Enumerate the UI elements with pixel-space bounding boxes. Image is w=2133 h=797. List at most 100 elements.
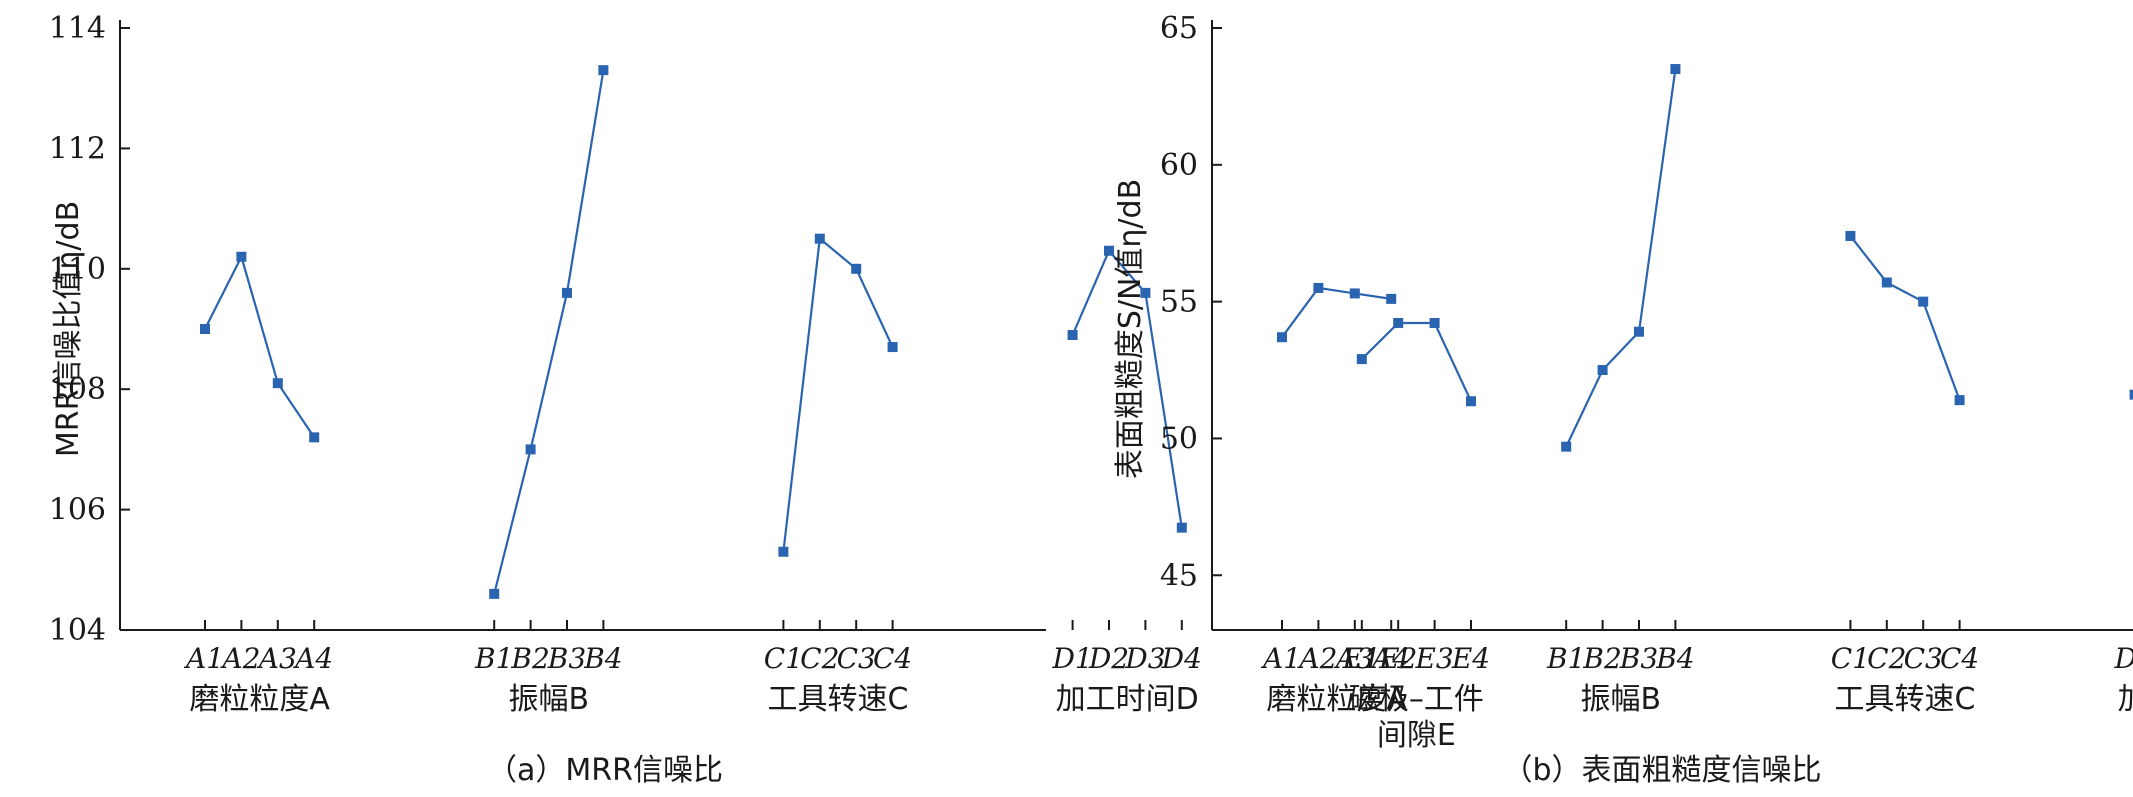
- x-tick-label: E4: [1451, 642, 1490, 675]
- x-tick-label: A4: [1369, 642, 1410, 675]
- series-line: [1281, 286, 1392, 338]
- x-tick-label: E3: [1414, 642, 1453, 675]
- chart-panel-a: 104106108110112114MRR信噪比值η/dBA1A2A3A4磨粒粒…: [49, 11, 1490, 788]
- data-point: [1670, 64, 1681, 75]
- data-point: [1349, 288, 1360, 299]
- series-line: [1565, 68, 1677, 448]
- data-point: [1561, 441, 1572, 452]
- data-point: [272, 378, 283, 389]
- data-point: [1845, 230, 1856, 241]
- data-point: [598, 65, 609, 76]
- x-tick-label: B1: [474, 642, 513, 675]
- y-tick-label: 50: [1160, 421, 1198, 456]
- x-tick-label: A2: [1296, 642, 1337, 675]
- data-point: [851, 263, 862, 274]
- data-point: [1393, 317, 1404, 328]
- x-tick-label: A3: [256, 642, 297, 675]
- factor-label: 振幅B: [1581, 682, 1662, 717]
- factor-label: 加工时间D: [2118, 682, 2133, 717]
- x-tick-label: C3: [1904, 642, 1943, 675]
- x-tick-label: B2: [510, 642, 549, 675]
- factor-label: 磨粒粒度A: [189, 682, 330, 717]
- x-tick-label: B4: [1655, 642, 1694, 675]
- x-tick-label: C2: [1867, 642, 1906, 675]
- data-point: [1140, 287, 1151, 298]
- series-line: [1071, 248, 1183, 528]
- data-point: [1634, 326, 1644, 337]
- data-point: [1104, 245, 1114, 256]
- y-tick-label: 65: [1160, 11, 1198, 46]
- x-tick-label: A4: [292, 642, 333, 675]
- series-line: [1849, 235, 1961, 401]
- data-point: [887, 342, 898, 353]
- data-point: [1067, 330, 1078, 341]
- y-axis-title: MRR信噪比值η/dB: [51, 201, 86, 457]
- y-tick-label: 114: [49, 11, 106, 46]
- x-tick-label: B4: [583, 642, 622, 675]
- factor-label: 工具转速C: [768, 682, 909, 717]
- x-tick-label: D3: [1124, 642, 1165, 675]
- data-point: [1466, 396, 1476, 407]
- data-point: [2129, 389, 2133, 400]
- y-tick-label: 60: [1160, 148, 1198, 183]
- x-tick-label: E2: [1378, 642, 1417, 675]
- y-tick-label: 110: [49, 252, 106, 287]
- data-point: [814, 233, 825, 244]
- x-tick-label: D1: [2113, 642, 2133, 675]
- y-axis-title: 表面粗糙度S/N值η/dB: [1113, 179, 1148, 479]
- chart-caption: （a）MRR信噪比: [487, 753, 723, 788]
- data-point: [562, 287, 572, 298]
- series-line: [493, 69, 605, 595]
- y-tick-label: 45: [1160, 558, 1198, 593]
- factor-label: 磁极–工件间隙E: [1349, 682, 1484, 753]
- data-point: [200, 324, 210, 334]
- data-point: [309, 432, 320, 443]
- x-tick-label: C1: [1831, 642, 1870, 675]
- data-point: [1176, 522, 1187, 533]
- data-point: [1386, 293, 1397, 304]
- factor-label: 磨粒粒度A: [1266, 682, 1407, 717]
- factor-label-line: 间隙E: [1377, 718, 1456, 753]
- x-tick-label: B1: [1546, 642, 1585, 675]
- x-tick-label: E1: [1342, 642, 1381, 675]
- data-point: [778, 546, 789, 557]
- x-tick-label: B3: [1619, 642, 1658, 675]
- x-tick-label: A2: [219, 642, 260, 675]
- data-point: [1356, 354, 1367, 365]
- x-tick-label: D2: [1088, 642, 1129, 675]
- data-point: [1277, 332, 1287, 343]
- x-tick-label: C2: [800, 642, 839, 675]
- data-point: [1881, 277, 1892, 288]
- data-point: [1597, 365, 1608, 376]
- x-tick-label: B2: [1582, 642, 1621, 675]
- x-tick-label: D1: [1051, 642, 1092, 675]
- x-tick-label: C4: [873, 642, 912, 675]
- x-tick-label: D4: [1161, 642, 1202, 675]
- factor-label: 工具转速C: [1835, 682, 1976, 717]
- data-point: [1429, 317, 1440, 328]
- y-tick-label: 108: [49, 372, 106, 407]
- factor-label: 加工时间D: [1056, 682, 1199, 717]
- data-point: [236, 251, 247, 262]
- x-tick-label: A1: [183, 642, 224, 675]
- data-point: [525, 444, 536, 455]
- data-point: [1954, 395, 1965, 406]
- x-tick-label: A1: [1260, 642, 1301, 675]
- y-tick-label: 112: [49, 131, 106, 166]
- x-tick-label: A3: [1333, 642, 1374, 675]
- y-tick-label: 104: [49, 613, 106, 648]
- y-tick-label: 55: [1160, 285, 1198, 320]
- x-tick-label: C4: [1940, 642, 1979, 675]
- series-line: [204, 253, 316, 438]
- y-tick-label: 106: [49, 493, 106, 528]
- factor-label: 振幅B: [509, 682, 590, 717]
- factor-label-line: 磁极–工件: [1349, 682, 1484, 717]
- series-line: [782, 236, 894, 552]
- x-tick-label: B3: [547, 642, 586, 675]
- data-point: [1918, 296, 1929, 307]
- x-tick-label: C3: [837, 642, 876, 675]
- chart-caption: （b）表面粗糙度信噪比: [1502, 753, 1821, 788]
- x-tick-label: C1: [764, 642, 803, 675]
